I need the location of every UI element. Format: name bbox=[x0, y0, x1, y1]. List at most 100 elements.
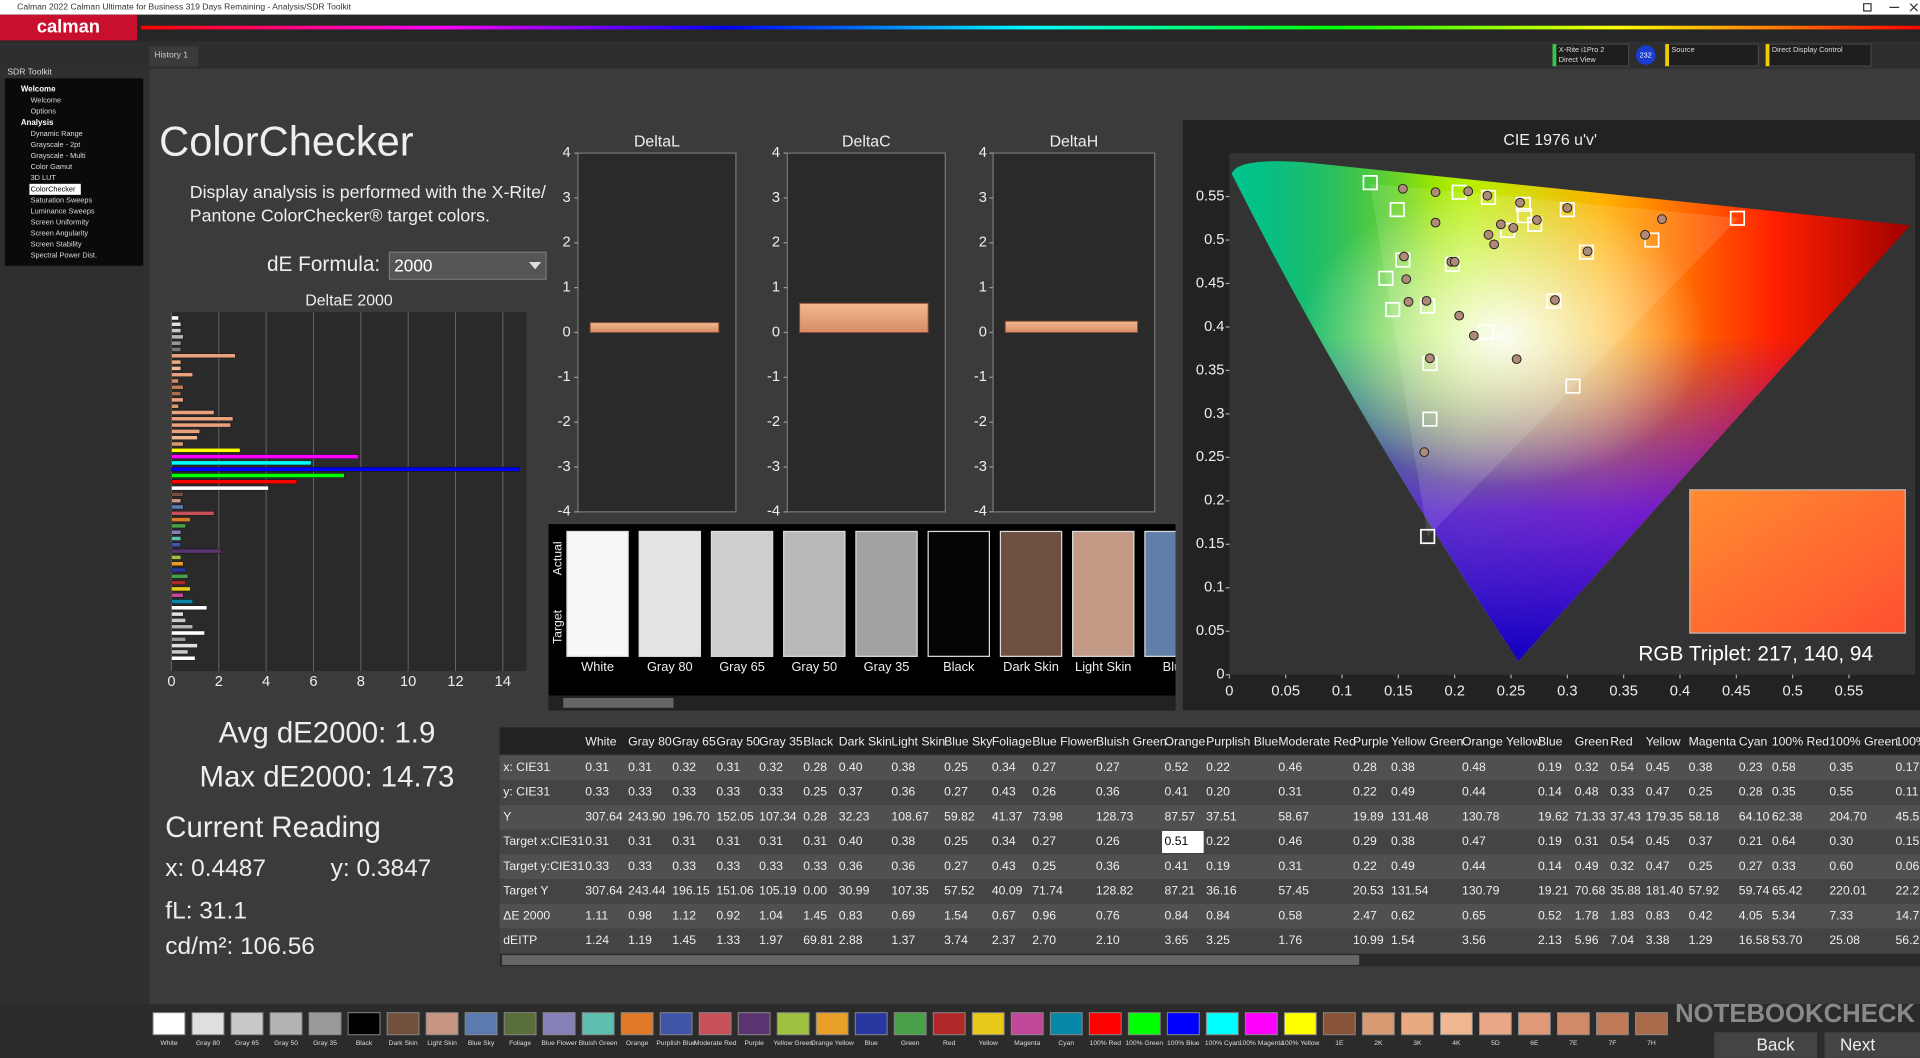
tab[interactable] bbox=[149, 46, 199, 67]
patch-button[interactable] bbox=[620, 1012, 654, 1036]
logo-box[interactable] bbox=[0, 14, 138, 41]
patch-button[interactable] bbox=[737, 1012, 771, 1036]
patch-button[interactable] bbox=[815, 1012, 849, 1036]
patch-button[interactable] bbox=[659, 1012, 693, 1036]
tree-item[interactable]: Screen Angularity bbox=[31, 228, 89, 237]
next-button[interactable] bbox=[1824, 1032, 1920, 1058]
patch-button[interactable] bbox=[152, 1012, 186, 1036]
patch-button[interactable] bbox=[1439, 1012, 1473, 1036]
tree-item[interactable]: Options bbox=[31, 107, 57, 116]
tree-item[interactable]: Dynamic Range bbox=[31, 129, 83, 138]
column-header: Purple bbox=[1353, 734, 1389, 748]
patch-button[interactable] bbox=[1322, 1012, 1356, 1036]
table-cell: 0.36 bbox=[1096, 785, 1120, 799]
bar bbox=[171, 448, 241, 453]
swatch[interactable] bbox=[638, 530, 702, 657]
swatch[interactable] bbox=[566, 530, 629, 657]
swatch-scrollbar[interactable] bbox=[548, 695, 1176, 711]
swatch[interactable] bbox=[783, 530, 846, 657]
source-status bbox=[1665, 44, 1669, 67]
table-scroll-thumb[interactable] bbox=[502, 955, 1360, 965]
tree-item[interactable]: Welcome bbox=[31, 96, 61, 105]
patch-button[interactable] bbox=[503, 1012, 537, 1036]
next-label[interactable]: Next bbox=[1840, 1034, 1875, 1054]
formula-value: 2000 bbox=[394, 255, 432, 275]
swatch[interactable] bbox=[927, 530, 990, 657]
swatch[interactable] bbox=[1144, 530, 1206, 657]
bar bbox=[171, 391, 182, 396]
target-marker bbox=[1644, 232, 1660, 248]
patch-button[interactable] bbox=[1049, 1012, 1083, 1036]
patch-button[interactable] bbox=[308, 1012, 342, 1036]
formula-dropdown[interactable] bbox=[388, 251, 547, 280]
patch-button[interactable] bbox=[1205, 1012, 1239, 1036]
tree-item[interactable]: Grayscale - 2pt bbox=[31, 140, 81, 149]
patch-button[interactable] bbox=[1517, 1012, 1551, 1036]
tree-item[interactable]: Grayscale - Multi bbox=[31, 151, 86, 160]
table-cell: 0.25 bbox=[803, 785, 827, 799]
patch-button[interactable] bbox=[971, 1012, 1005, 1036]
tree-item[interactable]: ColorChecker bbox=[31, 184, 76, 193]
x-tick-label: 0 bbox=[167, 674, 175, 690]
patch-button[interactable] bbox=[1127, 1012, 1161, 1036]
y-tick-label: 0.25 bbox=[1196, 449, 1225, 465]
patch-button[interactable] bbox=[1283, 1012, 1317, 1036]
patch-button[interactable] bbox=[776, 1012, 810, 1036]
patch-button[interactable] bbox=[1596, 1012, 1629, 1036]
patch-button[interactable] bbox=[1478, 1012, 1512, 1036]
swatch-label: Gray 65 bbox=[719, 659, 765, 674]
bar bbox=[171, 353, 236, 359]
bar bbox=[171, 441, 184, 447]
patch-button[interactable] bbox=[932, 1012, 966, 1036]
patch-button[interactable] bbox=[230, 1012, 264, 1036]
patch-button[interactable] bbox=[1635, 1012, 1668, 1036]
column-header: White bbox=[585, 734, 616, 748]
back-label[interactable]: Back bbox=[1756, 1034, 1795, 1054]
patch-button[interactable] bbox=[464, 1012, 498, 1036]
patch-button[interactable] bbox=[542, 1012, 576, 1036]
badge[interactable] bbox=[1635, 45, 1656, 65]
swatch[interactable] bbox=[855, 530, 918, 657]
swatch[interactable] bbox=[999, 530, 1063, 657]
bar bbox=[171, 567, 186, 573]
tree-item[interactable]: Color Gamut bbox=[31, 162, 73, 171]
back-button[interactable] bbox=[1714, 1032, 1818, 1058]
tree-item[interactable]: 3D LUT bbox=[31, 173, 57, 182]
tree-item[interactable]: Screen Stability bbox=[31, 239, 82, 248]
swatch[interactable] bbox=[1072, 530, 1135, 657]
table-cell: 130.79 bbox=[1462, 884, 1500, 898]
tree-item[interactable]: Luminance Sweeps bbox=[31, 206, 95, 215]
row-label: Y bbox=[503, 809, 511, 823]
y-tick-label: 0.1 bbox=[1204, 580, 1224, 596]
patch-button[interactable] bbox=[581, 1012, 615, 1036]
tree-item[interactable]: Screen Uniformity bbox=[31, 217, 90, 226]
actual-marker bbox=[1582, 246, 1593, 257]
patch-button[interactable] bbox=[269, 1012, 303, 1036]
patch-button[interactable] bbox=[1400, 1012, 1434, 1036]
patch-button[interactable] bbox=[347, 1012, 381, 1036]
window-controls[interactable] bbox=[1863, 3, 1918, 12]
table-cell: 19.62 bbox=[1538, 809, 1569, 823]
patch-button[interactable] bbox=[1166, 1012, 1200, 1036]
patch-button[interactable] bbox=[425, 1012, 459, 1036]
table-cell: 0.54 bbox=[1610, 834, 1634, 848]
patch-button[interactable] bbox=[1244, 1012, 1278, 1036]
patch-button[interactable] bbox=[1088, 1012, 1122, 1036]
patch-button[interactable] bbox=[386, 1012, 420, 1036]
patch-button[interactable] bbox=[191, 1012, 225, 1036]
table-cell: 1.45 bbox=[672, 933, 696, 947]
swatch[interactable] bbox=[710, 530, 774, 657]
description: Display analysis is performed with the X… bbox=[190, 182, 546, 202]
patch-button[interactable] bbox=[1557, 1012, 1590, 1036]
patch-button[interactable] bbox=[1010, 1012, 1044, 1036]
tree-item[interactable]: Spectral Power Dist. bbox=[31, 250, 97, 259]
patch-button[interactable] bbox=[698, 1012, 732, 1036]
patch-label: Foliage bbox=[509, 1040, 531, 1047]
patch-button[interactable] bbox=[1361, 1012, 1395, 1036]
scroll-thumb[interactable] bbox=[563, 697, 674, 708]
patch-button[interactable] bbox=[893, 1012, 927, 1036]
patch-button[interactable] bbox=[854, 1012, 888, 1036]
tree-item[interactable]: Saturation Sweeps bbox=[31, 195, 93, 204]
table-cell: 131.48 bbox=[1391, 809, 1429, 823]
table-cell: 2.37 bbox=[992, 933, 1016, 947]
